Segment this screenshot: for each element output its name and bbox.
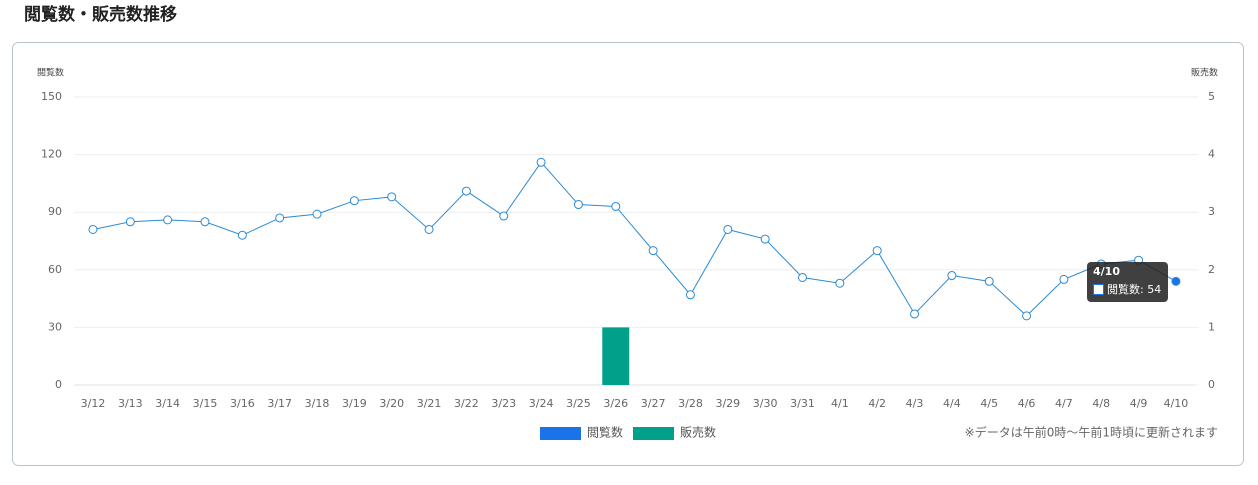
x-tick-label: 3/17	[267, 397, 292, 410]
point	[312, 209, 322, 219]
point	[499, 211, 509, 221]
point	[984, 276, 994, 286]
point	[275, 213, 285, 223]
x-tick-label: 3/31	[790, 397, 815, 410]
x-tick-label: 3/21	[417, 397, 442, 410]
tooltip-label: 閲覧数: 54	[1107, 282, 1161, 296]
point	[910, 309, 920, 319]
point	[163, 215, 173, 225]
y2-tick-label: 3	[1208, 205, 1215, 218]
x-tick-label: 3/15	[193, 397, 218, 410]
x-tick-label: 4/6	[1018, 397, 1036, 410]
y-tick-label: 0	[55, 378, 62, 391]
point	[387, 192, 397, 202]
tooltip-box	[1087, 262, 1168, 302]
x-tick-label: 3/25	[566, 397, 591, 410]
tooltip-swatch	[1093, 284, 1104, 295]
point	[461, 186, 471, 196]
y2-axis-title: 販売数	[1191, 67, 1218, 79]
x-tick-label: 4/9	[1130, 397, 1148, 410]
point	[685, 290, 695, 300]
point	[797, 272, 807, 282]
y-tick-label: 60	[48, 263, 62, 276]
point	[88, 224, 98, 234]
point	[1171, 276, 1181, 286]
y2-tick-label: 4	[1208, 148, 1215, 161]
y2-tick-label: 1	[1208, 320, 1215, 333]
point	[947, 271, 957, 281]
x-tick-label: 3/19	[342, 397, 367, 410]
x-tick-label: 3/14	[155, 397, 180, 410]
y-tick-label: 150	[41, 90, 62, 103]
x-tick-label: 4/10	[1164, 397, 1189, 410]
x-tick-label: 4/1	[831, 397, 849, 410]
legend-label: 閲覧数	[587, 425, 623, 440]
point	[1022, 311, 1032, 321]
point	[872, 246, 882, 256]
y2-tick-label: 2	[1208, 263, 1215, 276]
x-tick-label: 3/23	[491, 397, 516, 410]
x-tick-label: 3/27	[641, 397, 666, 410]
line	[92, 161, 1177, 317]
x-tick-label: 4/5	[980, 397, 998, 410]
bar	[602, 327, 630, 385]
y-tick-label: 120	[41, 148, 62, 161]
point	[648, 246, 658, 256]
x-tick-label: 4/2	[868, 397, 886, 410]
y2-tick-label: 0	[1208, 378, 1215, 391]
point	[424, 224, 434, 234]
point	[200, 217, 210, 227]
x-tick-label: 3/26	[603, 397, 628, 410]
legend-label: 販売数	[680, 425, 716, 440]
x-tick-label: 3/13	[118, 397, 143, 410]
point	[1059, 274, 1069, 284]
tooltip: 4/10 閲覧数: 54	[1087, 262, 1168, 302]
x-tick-label: 3/20	[379, 397, 404, 410]
point	[723, 224, 733, 234]
legend-swatch	[633, 427, 674, 440]
legend-swatch	[540, 427, 581, 440]
x-tick-label: 3/28	[678, 397, 703, 410]
point	[125, 217, 135, 227]
point	[760, 234, 770, 244]
point	[573, 200, 583, 210]
x-tick-label: 3/30	[753, 397, 778, 410]
x-tick-label: 4/7	[1055, 397, 1073, 410]
point	[349, 196, 359, 206]
point	[611, 201, 621, 211]
x-tick-label: 3/29	[715, 397, 740, 410]
y2-tick-label: 5	[1208, 90, 1215, 103]
chart-title: 閲覧数・販売数推移	[24, 4, 177, 25]
card	[12, 42, 1244, 466]
y-axis-title: 閲覧数	[37, 67, 64, 79]
x-tick-label: 3/24	[529, 397, 554, 410]
note: ※データは午前0時〜午前1時頃に更新されます	[965, 425, 1218, 440]
point	[536, 157, 546, 167]
tooltip-title: 4/10	[1093, 265, 1120, 278]
x-tick-label: 3/12	[81, 397, 106, 410]
x-tick-label: 3/16	[230, 397, 255, 410]
y-tick-label: 90	[48, 205, 62, 218]
point	[237, 230, 247, 240]
x-tick-label: 3/18	[305, 397, 330, 410]
point	[835, 278, 845, 288]
x-tick-label: 4/3	[906, 397, 924, 410]
x-tick-label: 3/22	[454, 397, 479, 410]
x-tick-label: 4/4	[943, 397, 961, 410]
y-tick-label: 30	[48, 320, 62, 333]
x-tick-label: 4/8	[1092, 397, 1110, 410]
